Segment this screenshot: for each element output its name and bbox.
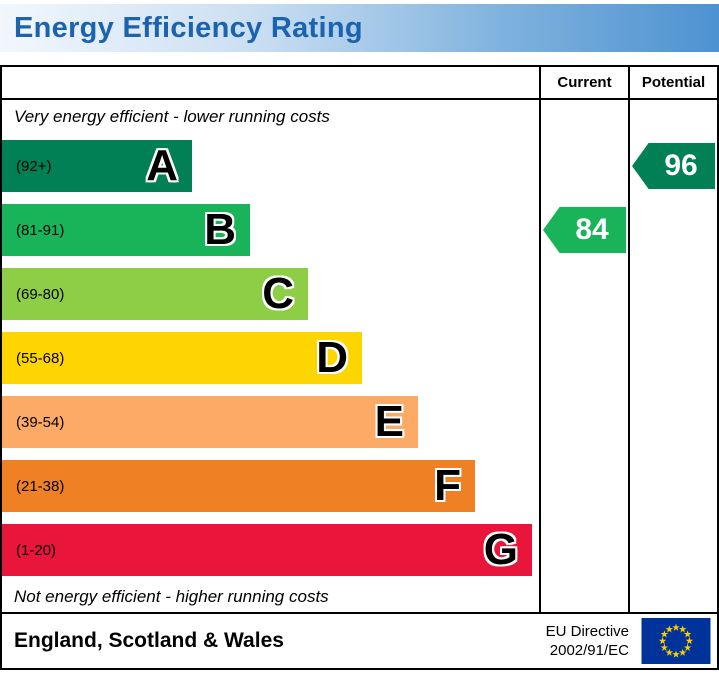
column-header-row: Current Potential xyxy=(2,67,717,100)
footer-region: England, Scotland & Wales xyxy=(14,629,284,652)
band-row-g: (1-20) G xyxy=(2,518,539,582)
band-row-b: (81-91) B xyxy=(2,198,539,262)
bottom-note: Not energy efficient - higher running co… xyxy=(14,587,329,606)
band-letter: B xyxy=(204,205,236,254)
chart-box: Current Potential Very energy efficient … xyxy=(0,65,719,670)
potential-rating-arrow: 96 xyxy=(632,143,715,189)
band-row-d: (55-68) D xyxy=(2,326,539,390)
band-range: (21-38) xyxy=(16,477,65,495)
footer: England, Scotland & Wales EU Directive 20… xyxy=(2,612,717,668)
current-rating-arrow: 84 xyxy=(543,207,626,253)
potential-rating-value: 96 xyxy=(664,149,698,182)
band-row-a: (92+) A xyxy=(2,134,539,198)
current-rating-value: 84 xyxy=(575,213,609,246)
band-letter: D xyxy=(316,333,348,382)
chart-body: Very energy efficient - lower running co… xyxy=(2,100,717,612)
band-bar-a: (92+) A xyxy=(2,140,192,192)
bands: (92+) A (81-91) B (69-80) C (55-68) D (39-54) E (2… xyxy=(2,134,539,582)
band-range: (81-91) xyxy=(16,221,65,239)
eu-flag-icon xyxy=(641,618,711,664)
title-bar: Energy Efficiency Rating xyxy=(0,4,719,52)
column-header-potential: Potential xyxy=(628,67,717,98)
band-bar-b: (81-91) B xyxy=(2,204,250,256)
top-note: Very energy efficient - lower running co… xyxy=(14,107,330,126)
eu-directive-line1: EU Directive xyxy=(545,622,629,640)
band-letter: G xyxy=(483,525,518,574)
eu-directive-line2: 2002/91/EC xyxy=(549,642,629,659)
band-bar-c: (69-80) C xyxy=(2,268,308,320)
band-row-e: (39-54) E xyxy=(2,390,539,454)
band-letter: A xyxy=(146,141,178,190)
band-bar-g: (1-20) G xyxy=(2,524,532,576)
band-range: (39-54) xyxy=(16,413,65,431)
band-letter: E xyxy=(374,397,404,446)
current-column: 84 xyxy=(539,100,628,612)
band-range: (1-20) xyxy=(16,541,57,559)
band-bar-e: (39-54) E xyxy=(2,396,418,448)
band-row-f: (21-38) F xyxy=(2,454,539,518)
band-row-c: (69-80) C xyxy=(2,262,539,326)
band-letter: F xyxy=(434,461,461,510)
page-title: Energy Efficiency Rating xyxy=(14,11,363,44)
band-range: (92+) xyxy=(16,157,52,175)
band-range: (55-68) xyxy=(16,349,65,367)
column-header-current: Current xyxy=(539,67,628,98)
band-range: (69-80) xyxy=(16,285,65,303)
potential-column: 96 xyxy=(628,100,717,612)
column-header-spacer xyxy=(2,67,539,98)
band-letter: C xyxy=(262,269,294,318)
eu-directive-text: EU Directive 2002/91/EC xyxy=(546,622,629,661)
band-bar-f: (21-38) F xyxy=(2,460,475,512)
bars-area: Very energy efficient - lower running co… xyxy=(2,100,539,612)
band-bar-d: (55-68) D xyxy=(2,332,362,384)
